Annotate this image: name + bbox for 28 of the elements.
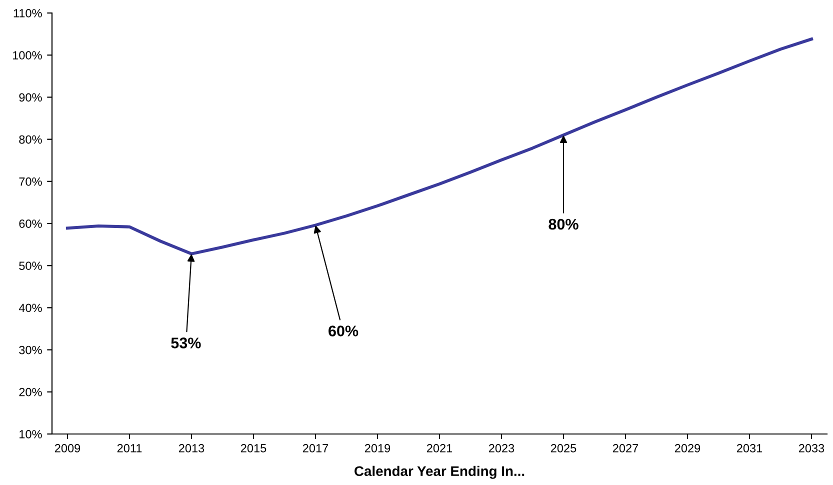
x-tick-label: 2017 [302,444,328,452]
y-tick-label: 90% [19,93,42,102]
x-axis-title: Calendar Year Ending In... [354,466,524,479]
y-tick-label: 20% [19,388,42,396]
x-tick-label: 2025 [550,444,576,452]
y-tick-label: 10% [20,430,42,438]
x-tick-label: 2031 [736,444,762,452]
y-tick-label: 30% [19,346,42,354]
x-tick-label: 2011 [117,444,142,452]
x-tick-label: 2013 [178,444,204,452]
y-tick-label: 80% [19,135,42,144]
x-tick-label: 2027 [612,444,638,452]
x-tick-label: 2023 [488,444,514,452]
x-tick-label: 2029 [674,444,700,452]
annotation: 60% [328,326,358,336]
x-tick-label: 2019 [364,444,390,452]
x-tick-label: 2009 [54,444,80,452]
y-tick-label: 60% [19,220,42,228]
x-tick-label: 2033 [798,444,824,452]
y-tick-label: 110% [14,9,42,18]
y-tick-label: 50% [19,262,42,270]
x-tick-label: 2021 [426,444,452,452]
annotation: 80% [548,218,578,230]
x-tick-label: 2015 [240,444,266,452]
y-tick-label: 40% [18,304,42,312]
y-tick-label: 70% [19,177,42,186]
y-tick-label: 100% [12,51,42,60]
annotation: 53% [171,338,201,348]
